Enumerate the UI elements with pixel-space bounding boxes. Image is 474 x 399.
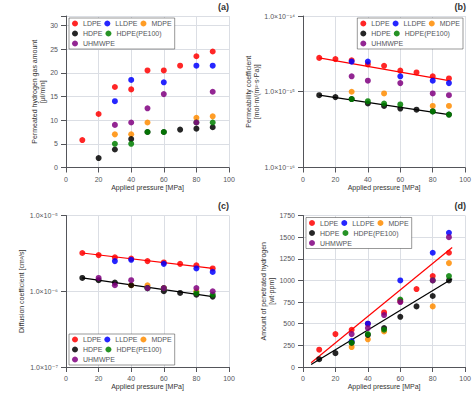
- svg-text:HDPE: HDPE: [83, 30, 103, 37]
- svg-text:1.0×10⁻¹⁵: 1.0×10⁻¹⁵: [264, 88, 295, 95]
- svg-text:Amount of penetrated hydrogen: Amount of penetrated hydrogen: [260, 242, 268, 341]
- svg-text:MDPE: MDPE: [151, 336, 172, 343]
- svg-text:100: 100: [459, 176, 471, 183]
- svg-text:MDPE: MDPE: [440, 20, 461, 27]
- svg-text:40: 40: [364, 375, 372, 382]
- svg-text:1500: 1500: [279, 234, 295, 241]
- svg-text:500: 500: [283, 320, 295, 327]
- svg-text:LDPE: LDPE: [371, 20, 390, 27]
- svg-text:1000: 1000: [279, 277, 295, 284]
- svg-text:UHMWPE: UHMWPE: [83, 40, 115, 47]
- svg-text:20: 20: [95, 176, 103, 183]
- svg-text:40: 40: [127, 176, 135, 183]
- svg-text:UHMWPE: UHMWPE: [83, 356, 115, 363]
- svg-text:80: 80: [429, 375, 437, 382]
- svg-text:1.0×10⁻⁵: 1.0×10⁻⁵: [30, 212, 58, 219]
- svg-text:80: 80: [193, 176, 201, 183]
- svg-text:Applied pressure [MPa]: Applied pressure [MPa]: [111, 184, 184, 192]
- svg-text:60: 60: [396, 375, 404, 382]
- svg-text:MDPE: MDPE: [151, 20, 172, 27]
- svg-text:0: 0: [301, 176, 305, 183]
- svg-text:[mol·m/(m²·s·Pa)]: [mol·m/(m²·s·Pa)]: [253, 64, 261, 119]
- svg-text:60: 60: [396, 176, 404, 183]
- svg-text:(a): (a): [218, 2, 229, 12]
- svg-text:(b): (b): [455, 2, 467, 12]
- svg-text:LLDPE: LLDPE: [115, 20, 138, 27]
- svg-text:Applied pressure [MPa]: Applied pressure [MPa]: [111, 383, 184, 391]
- svg-text:80: 80: [429, 176, 437, 183]
- svg-text:UHMWPE: UHMWPE: [371, 40, 403, 47]
- svg-text:25: 25: [50, 46, 58, 53]
- svg-text:20: 20: [50, 69, 58, 76]
- svg-text:5: 5: [54, 140, 58, 147]
- svg-text:60: 60: [160, 176, 168, 183]
- svg-text:UHMWPE: UHMWPE: [320, 240, 352, 247]
- svg-text:LLDPE: LLDPE: [115, 336, 138, 343]
- svg-text:HDPE(PE100): HDPE(PE100): [116, 30, 161, 38]
- svg-text:Applied pressure [MPa]: Applied pressure [MPa]: [348, 184, 421, 192]
- svg-text:LDPE: LDPE: [320, 220, 339, 227]
- svg-text:1750: 1750: [279, 212, 295, 219]
- svg-text:750: 750: [283, 299, 295, 306]
- svg-text:20: 20: [332, 375, 340, 382]
- svg-text:HDPE(PE100): HDPE(PE100): [405, 30, 450, 38]
- svg-text:HDPE(PE100): HDPE(PE100): [116, 346, 161, 354]
- svg-text:LDPE: LDPE: [83, 20, 102, 27]
- svg-text:0: 0: [64, 375, 68, 382]
- svg-text:LLDPE: LLDPE: [404, 20, 427, 27]
- svg-text:250: 250: [283, 342, 295, 349]
- svg-text:MDPE: MDPE: [388, 220, 409, 227]
- svg-text:1.0×10⁻¹⁴: 1.0×10⁻¹⁴: [264, 13, 295, 20]
- svg-text:Diffusion coefficient [cm²/s]: Diffusion coefficient [cm²/s]: [18, 250, 26, 333]
- svg-text:40: 40: [127, 375, 135, 382]
- svg-text:20: 20: [332, 176, 340, 183]
- svg-text:15: 15: [50, 93, 58, 100]
- svg-text:100: 100: [223, 176, 235, 183]
- svg-text:1250: 1250: [279, 255, 295, 262]
- svg-text:1.0×10⁻¹⁶: 1.0×10⁻¹⁶: [264, 164, 295, 171]
- svg-text:HDPE: HDPE: [320, 230, 340, 237]
- svg-text:LLDPE: LLDPE: [352, 220, 375, 227]
- svg-text:Applied pressure [MPa]: Applied pressure [MPa]: [348, 383, 421, 391]
- svg-text:10: 10: [50, 117, 58, 124]
- svg-text:0: 0: [54, 164, 58, 171]
- svg-text:1.0×10⁻⁶: 1.0×10⁻⁶: [30, 288, 58, 295]
- svg-text:0: 0: [64, 176, 68, 183]
- svg-text:30: 30: [50, 22, 58, 29]
- svg-text:(d): (d): [455, 201, 467, 211]
- svg-text:HDPE(PE100): HDPE(PE100): [353, 230, 398, 238]
- svg-text:(c): (c): [218, 201, 229, 211]
- svg-text:1.0×10⁻⁷: 1.0×10⁻⁷: [30, 364, 58, 371]
- svg-text:60: 60: [160, 375, 168, 382]
- svg-text:0: 0: [291, 364, 295, 371]
- svg-text:0: 0: [301, 375, 305, 382]
- svg-text:HDPE: HDPE: [371, 30, 391, 37]
- svg-text:100: 100: [223, 375, 235, 382]
- svg-text:100: 100: [459, 375, 471, 382]
- svg-text:80: 80: [193, 375, 201, 382]
- svg-text:[μl/min]: [μl/min]: [39, 80, 47, 103]
- svg-text:40: 40: [364, 176, 372, 183]
- svg-text:20: 20: [95, 375, 103, 382]
- svg-text:Permeated hydrogen gas amount: Permeated hydrogen gas amount: [31, 40, 39, 144]
- svg-text:HDPE: HDPE: [83, 346, 103, 353]
- svg-text:LDPE: LDPE: [83, 336, 102, 343]
- svg-text:[wt·ppm]: [wt·ppm]: [268, 278, 276, 305]
- svg-text:Permeability coefficient: Permeability coefficient: [245, 56, 253, 128]
